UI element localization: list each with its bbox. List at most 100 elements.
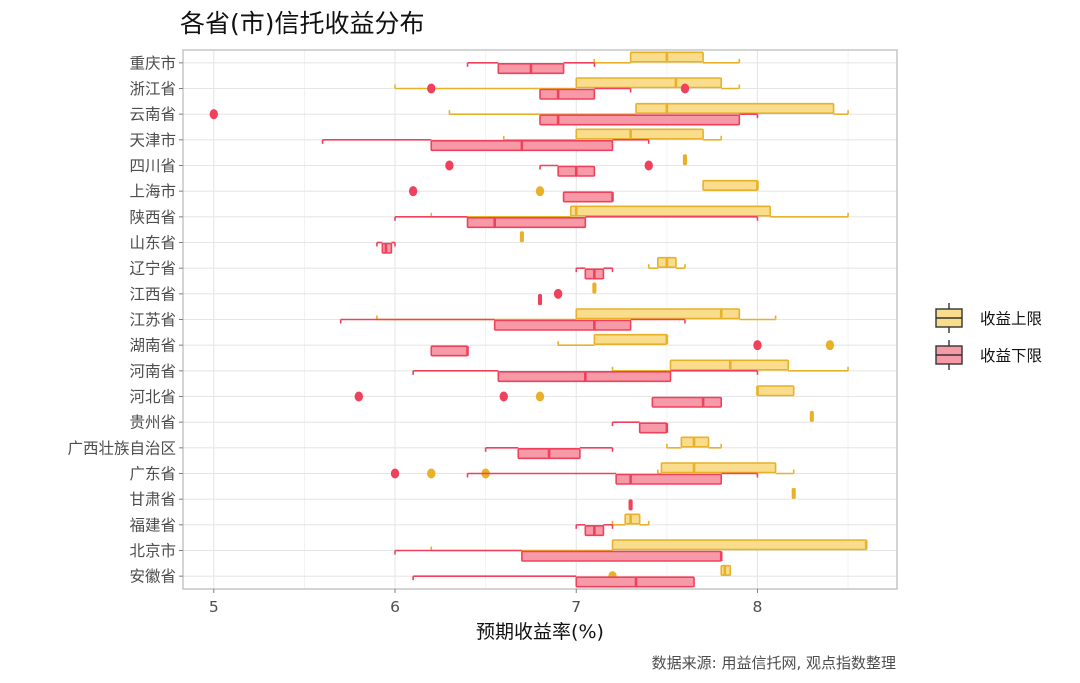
box-lower (412, 370, 759, 383)
box-iqr (593, 333, 668, 345)
y-axis: 重庆市浙江省云南省天津市四川省上海市陕西省山东省辽宁省江西省江苏省湖南省河南省河… (67, 54, 183, 586)
box-iqr (430, 345, 469, 357)
x-tick-label: 8 (753, 598, 763, 616)
y-tick-label: 山东省 (129, 234, 176, 252)
box-iqr (493, 319, 632, 331)
box-lower (321, 139, 650, 152)
box-iqr (466, 217, 587, 229)
box-upper (611, 359, 849, 372)
box-upper (791, 487, 796, 499)
box-lower (466, 62, 596, 75)
y-tick-label: 江西省 (129, 285, 176, 303)
box-upper (502, 128, 723, 141)
outlier-point (535, 391, 545, 402)
box-lower (376, 241, 396, 254)
outlier-point (209, 109, 219, 120)
box-upper (592, 282, 597, 294)
y-tick-label: 河南省 (129, 362, 176, 380)
y-tick-label: 广西壮族自治区 (67, 439, 176, 457)
y-tick-label: 广东省 (129, 465, 176, 483)
box-lower (209, 109, 759, 126)
box-iqr (756, 385, 795, 397)
caption: 数据来源: 用益信托网, 观点指数整理 (652, 654, 896, 672)
y-tick-label: 云南省 (129, 106, 176, 124)
outlier-point (825, 340, 835, 351)
y-tick-label: 甘肃省 (129, 491, 176, 509)
box-iqr (611, 539, 867, 551)
box-iqr (539, 88, 596, 100)
box-iqr (651, 396, 723, 408)
outlier-point (680, 83, 690, 94)
outlier-point (427, 83, 436, 94)
box-iqr (575, 128, 704, 140)
box-iqr (521, 550, 723, 562)
box-iqr (624, 513, 641, 525)
box-iqr (638, 422, 668, 434)
outlier-point (390, 468, 400, 479)
y-tick-label: 北京市 (129, 542, 176, 560)
x-tick-label: 5 (209, 598, 219, 616)
outlier-point (445, 160, 454, 171)
box-iqr (702, 179, 759, 191)
legend-label: 收益下限 (980, 347, 1042, 365)
box-upper (809, 410, 814, 422)
y-tick-label: 陕西省 (129, 208, 176, 226)
box-iqr (575, 308, 741, 320)
box-lower (412, 575, 695, 588)
y-tick-label: 贵州省 (129, 414, 176, 432)
box-iqr (660, 462, 777, 474)
y-tick-label: 安徽省 (129, 568, 176, 586)
box-iqr (615, 473, 723, 485)
box-upper (535, 385, 795, 402)
y-tick-label: 四川省 (129, 157, 176, 175)
legend-label: 收益上限 (980, 310, 1042, 328)
box-iqr (575, 77, 723, 89)
box-lower (408, 186, 614, 203)
box-lower (390, 468, 759, 485)
box-lower (484, 447, 614, 460)
x-axis: 5 6 7 8 (209, 589, 763, 616)
boxplot-marks (209, 51, 868, 588)
box-upper (535, 179, 759, 197)
box-upper (448, 102, 849, 115)
box-lower (575, 267, 614, 280)
box-lower (611, 421, 669, 434)
y-tick-label: 重庆市 (129, 54, 176, 72)
box-upper (557, 333, 835, 351)
x-tick-label: 7 (571, 598, 581, 616)
box-lower (430, 340, 762, 357)
box-lower (445, 160, 653, 177)
chart-title: 各省(市)信托收益分布 (180, 9, 425, 38)
box-lower (427, 83, 690, 100)
x-axis-label: 预期收益率(%) (476, 621, 604, 643)
outlier-point (753, 340, 762, 351)
box-lower (575, 524, 614, 537)
y-tick-label: 上海市 (129, 183, 176, 201)
box-upper (427, 462, 795, 479)
outlier-point (354, 391, 363, 402)
box-upper (647, 256, 686, 269)
y-tick-label: 辽宁省 (129, 260, 176, 278)
y-tick-label: 江苏省 (129, 311, 176, 329)
outlier-point (408, 186, 418, 197)
y-tick-label: 湖南省 (129, 337, 176, 355)
box-upper (682, 154, 688, 166)
box-lower (394, 216, 759, 229)
outlier-point (427, 468, 436, 479)
y-tick-label: 福建省 (129, 516, 176, 534)
outlier-point (535, 186, 545, 197)
legend-key (935, 340, 963, 370)
box-upper (611, 513, 650, 526)
box-iqr (635, 102, 835, 114)
box-lower (339, 318, 686, 331)
box-upper (593, 51, 741, 64)
y-tick-label: 河北省 (129, 388, 176, 406)
x-tick-label: 6 (390, 598, 400, 616)
box-lower (628, 499, 633, 511)
box-upper (666, 436, 723, 449)
box-lower (394, 549, 723, 562)
box-upper (519, 231, 524, 243)
box-iqr (570, 205, 771, 217)
